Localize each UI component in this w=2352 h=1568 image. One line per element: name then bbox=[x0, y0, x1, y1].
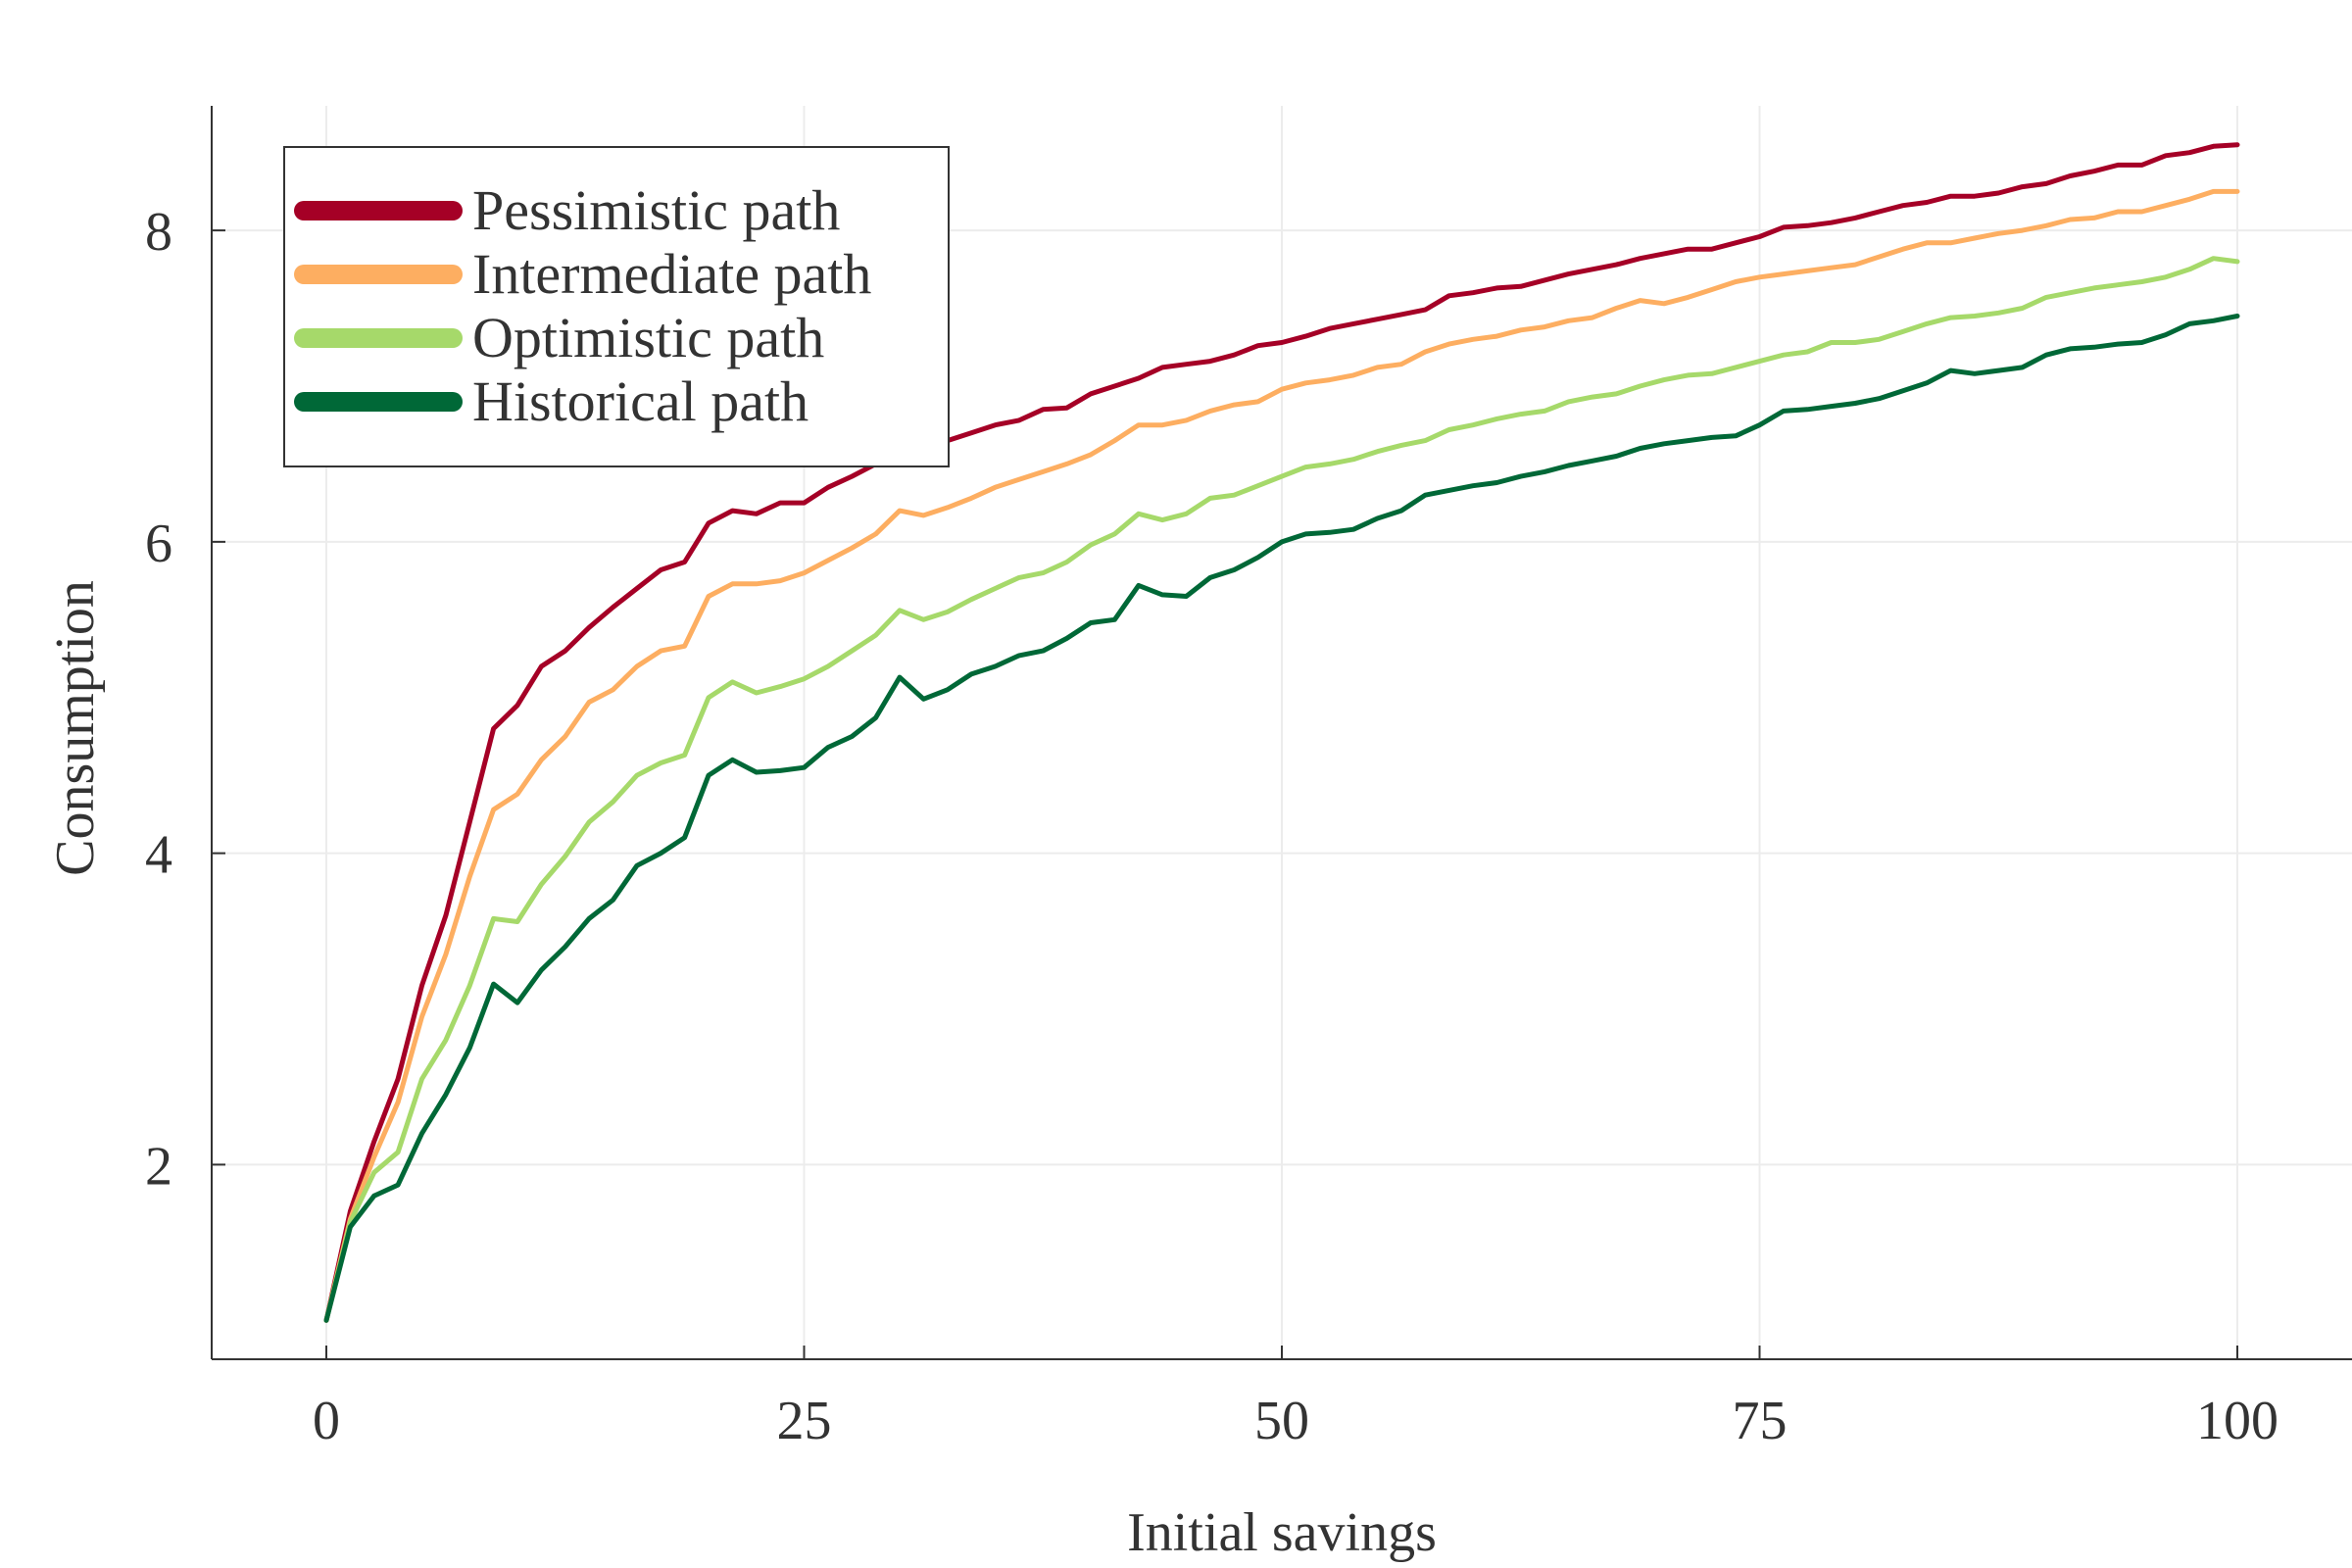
series-lines bbox=[323, 142, 2240, 1323]
legend-box bbox=[283, 146, 950, 467]
legend-label: Pessimistic path bbox=[472, 178, 840, 242]
axes bbox=[211, 106, 2352, 1360]
x-tick-label: 50 bbox=[1254, 1391, 1309, 1451]
legend-label: Historical path bbox=[472, 369, 808, 433]
tick-labels: 0 25 50 75 100 2 4 6 8 bbox=[145, 202, 2278, 1451]
y-tick-label: 6 bbox=[145, 514, 172, 574]
x-axis-label: Initial savings bbox=[1127, 1502, 1437, 1563]
series-line-historical-path bbox=[323, 314, 2240, 1323]
y-tick-label: 4 bbox=[145, 825, 172, 886]
series-line-intermediate-path bbox=[323, 188, 2240, 1323]
x-tick-label: 0 bbox=[313, 1391, 340, 1451]
y-tick-label: 2 bbox=[145, 1136, 172, 1197]
x-tick-label: 100 bbox=[2196, 1391, 2278, 1451]
series-line-pessimistic-path bbox=[323, 142, 2240, 1323]
legend-label: Intermediate path bbox=[472, 242, 871, 306]
series-line-optimistic-path bbox=[323, 256, 2240, 1323]
y-axis-label: Consumption bbox=[45, 580, 106, 876]
x-tick-label: 75 bbox=[1733, 1391, 1788, 1451]
legend-label: Optimistic path bbox=[472, 306, 824, 369]
y-tick-label: 8 bbox=[145, 202, 172, 263]
x-tick-label: 25 bbox=[777, 1391, 832, 1451]
